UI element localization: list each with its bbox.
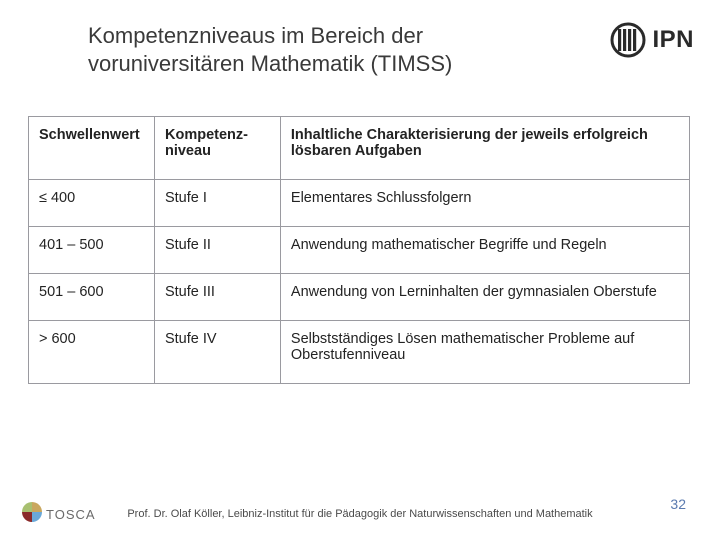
- table-cell: 501 – 600: [29, 274, 155, 321]
- slide-footer: Prof. Dr. Olaf Köller, Leibniz-Institut …: [90, 508, 630, 522]
- ipn-logo-text: IPN: [652, 26, 694, 54]
- table-header-cell: Kompetenz-niveau: [154, 117, 280, 180]
- table-cell: Selbstständiges Lösen mathematischer Pro…: [280, 321, 689, 384]
- table-header-row: Schwellenwert Kompetenz-niveau Inhaltlic…: [29, 117, 690, 180]
- table-header-cell: Inhaltliche Charakterisierung der jeweil…: [280, 117, 689, 180]
- table-cell: Stufe III: [154, 274, 280, 321]
- slide-title-block: Kompetenzniveaus im Bereich der vorunive…: [88, 22, 568, 77]
- table-cell: > 600: [29, 321, 155, 384]
- competence-table: Schwellenwert Kompetenz-niveau Inhaltlic…: [28, 116, 690, 384]
- table-header-cell: Schwellenwert: [29, 117, 155, 180]
- table-cell: Anwendung mathematischer Begriffe und Re…: [280, 227, 689, 274]
- table-row: > 600 Stufe IV Selbstständiges Lösen mat…: [29, 321, 690, 384]
- tosca-logo-text: TOSCA: [46, 507, 96, 524]
- page-number: 32: [670, 496, 686, 512]
- table-cell: 401 – 500: [29, 227, 155, 274]
- table-cell: Stufe II: [154, 227, 280, 274]
- tosca-logo: TOSCA: [20, 500, 96, 524]
- table-row: ≤ 400 Stufe I Elementares Schlussfolgern: [29, 180, 690, 227]
- tosca-logo-icon: [20, 500, 44, 524]
- slide-title: Kompetenzniveaus im Bereich der vorunive…: [88, 22, 568, 77]
- table-cell: Elementares Schlussfolgern: [280, 180, 689, 227]
- slide: Kompetenzniveaus im Bereich der vorunive…: [0, 0, 720, 540]
- table-cell: Stufe IV: [154, 321, 280, 384]
- ipn-logo: IPN: [610, 22, 694, 58]
- table-cell: ≤ 400: [29, 180, 155, 227]
- table-cell: Stufe I: [154, 180, 280, 227]
- table-cell: Anwendung von Lerninhalten der gymnasial…: [280, 274, 689, 321]
- table-row: 501 – 600 Stufe III Anwendung von Lernin…: [29, 274, 690, 321]
- ipn-logo-icon: [610, 22, 646, 58]
- table-row: 401 – 500 Stufe II Anwendung mathematisc…: [29, 227, 690, 274]
